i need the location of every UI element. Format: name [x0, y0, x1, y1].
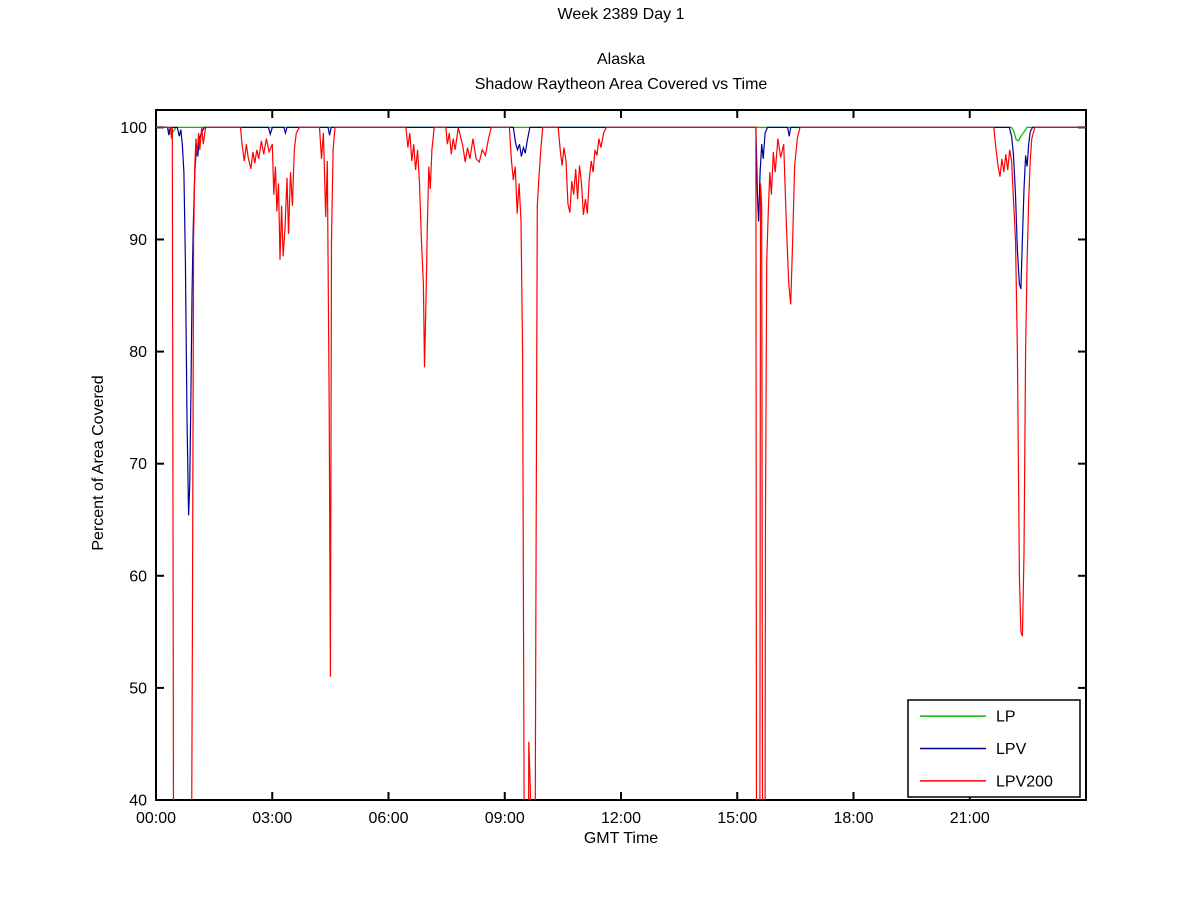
y-tick-label: 70: [129, 456, 147, 473]
chart-title-line1: Alaska: [596, 51, 646, 68]
axes-box: [155, 109, 1087, 801]
figure-suptitle: Week 2389 Day 1: [557, 6, 685, 23]
x-tick-label: 12:00: [601, 810, 641, 827]
x-tick-label: 09:00: [485, 810, 525, 827]
y-tick-label: 60: [129, 568, 147, 585]
x-tick-label: 21:00: [950, 810, 990, 827]
x-tick-label: 15:00: [717, 810, 757, 827]
series-line-lpv200: [156, 126, 1086, 800]
x-tick-label: 18:00: [833, 810, 873, 827]
x-tick-label: 03:00: [252, 810, 292, 827]
legend-label-lp: LP: [996, 709, 1016, 726]
legend-label-lpv: LPV: [996, 741, 1027, 758]
y-tick-label: 90: [129, 232, 147, 249]
x-axis-label: GMT Time: [583, 830, 659, 847]
y-tick-label: 100: [120, 120, 147, 137]
chart-title-line2: Shadow Raytheon Area Covered vs Time: [474, 76, 768, 93]
series-line-lpv: [156, 126, 1086, 516]
x-tick-label: 00:00: [136, 810, 176, 827]
y-tick-label: 80: [129, 344, 147, 361]
legend-label-lpv200: LPV200: [996, 773, 1053, 790]
y-tick-label: 40: [129, 793, 147, 810]
x-tick-label: 06:00: [368, 810, 408, 827]
y-tick-label: 50: [129, 680, 147, 697]
